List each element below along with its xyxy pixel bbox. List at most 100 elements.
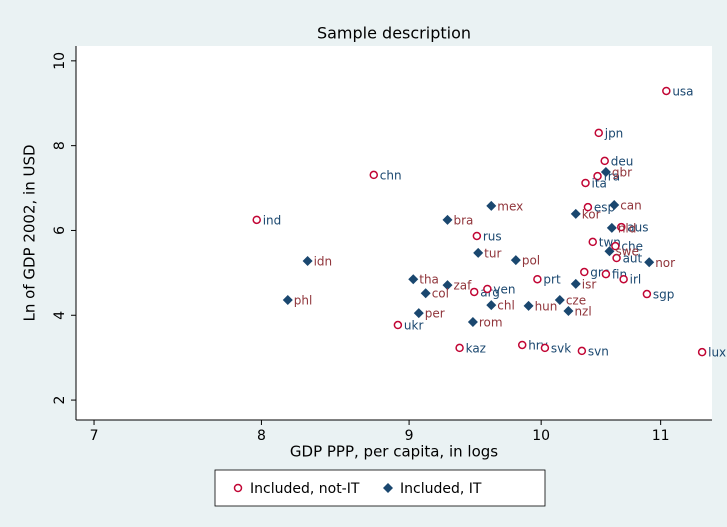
point-label: svn [588, 344, 609, 358]
point [408, 274, 419, 285]
x-tick-label: 7 [90, 428, 99, 444]
point [600, 166, 611, 177]
point [593, 171, 602, 181]
point [563, 306, 574, 317]
point [609, 200, 620, 211]
point-label: deu [611, 154, 634, 168]
y-tick-label: 6 [52, 226, 68, 235]
x-tick-label: 8 [257, 428, 266, 444]
point-label: phl [294, 293, 313, 307]
point-label: ven [493, 282, 515, 296]
point-label: prt [543, 273, 561, 287]
point [554, 294, 565, 305]
point [472, 231, 482, 241]
point [486, 200, 497, 211]
legend-marker [233, 483, 243, 493]
point-label: chl [497, 299, 515, 313]
point-label: bra [453, 213, 473, 227]
y-tick-label: 10 [52, 52, 68, 70]
point [619, 274, 628, 284]
point [483, 284, 492, 294]
point [604, 246, 615, 257]
x-axis-title: GDP PPP, per capita, in logs [290, 443, 498, 461]
point [393, 320, 403, 330]
point-label: col [432, 287, 449, 301]
point-label: idn [314, 254, 333, 268]
point [617, 222, 626, 232]
y-tick-label: 4 [52, 311, 68, 320]
point [606, 222, 617, 233]
y-tick-label: 2 [52, 396, 68, 405]
point [540, 343, 550, 353]
point-label: kaz [466, 341, 486, 355]
point [581, 178, 590, 188]
point [302, 255, 313, 266]
legend-marker [383, 483, 393, 493]
point-label: ind [263, 213, 282, 227]
point-label: chn [380, 168, 402, 182]
x-tick-label: 11 [652, 428, 670, 444]
point-label: rus [483, 229, 502, 243]
point-label: sgp [653, 288, 675, 302]
point [570, 278, 581, 289]
point [588, 237, 597, 247]
point-label: nld [618, 221, 637, 235]
point [601, 269, 611, 279]
point-label: irl [630, 273, 642, 287]
point-label: rom [479, 316, 503, 330]
point-label: zaf [453, 279, 472, 293]
point-label: hun [535, 299, 558, 313]
point-label: che [621, 240, 643, 254]
point [533, 274, 542, 284]
point [473, 247, 484, 258]
point [420, 288, 431, 299]
y-tick-label: 8 [52, 141, 68, 150]
point [594, 128, 603, 138]
plot-area [76, 46, 712, 420]
point [517, 340, 527, 350]
point [523, 300, 534, 311]
y-axis-title: Ln of GDP 2002, in USD [21, 144, 39, 321]
point-label: swe [615, 245, 638, 259]
x-tick-label: 9 [405, 428, 414, 444]
point [510, 255, 521, 266]
point-label: mex [497, 199, 523, 213]
point-label: nzl [574, 305, 591, 319]
point-label: usa [672, 84, 693, 98]
legend-label: Included, IT [400, 481, 482, 497]
point-label: aus [627, 221, 648, 235]
point [467, 317, 478, 328]
point-label: aut [623, 252, 643, 266]
point [611, 241, 620, 251]
x-tick-label: 10 [532, 428, 550, 444]
point [642, 289, 652, 299]
point-label: esp [594, 201, 615, 215]
point [583, 202, 593, 212]
point-label: ukr [404, 319, 424, 333]
point-label: gbr [612, 165, 632, 179]
legend-label: Included, not-IT [250, 481, 360, 497]
point [455, 343, 464, 353]
point [580, 267, 589, 277]
point [413, 308, 424, 319]
point [469, 287, 479, 297]
point-label: ita [591, 176, 606, 190]
point [612, 253, 621, 263]
point-label: isr [582, 277, 597, 291]
point [644, 257, 655, 268]
point [570, 208, 581, 219]
chart-title: Sample description [317, 24, 471, 43]
point [252, 215, 261, 225]
legend-box [214, 469, 546, 507]
point [600, 156, 609, 166]
point [282, 294, 293, 305]
point-label: svk [551, 341, 571, 355]
point [662, 86, 671, 96]
point [577, 346, 587, 356]
point-label: kor [582, 207, 601, 221]
point-label: pol [522, 254, 540, 268]
point [697, 347, 707, 357]
point [442, 280, 453, 291]
point-label: lux [708, 346, 726, 360]
point [442, 214, 453, 225]
